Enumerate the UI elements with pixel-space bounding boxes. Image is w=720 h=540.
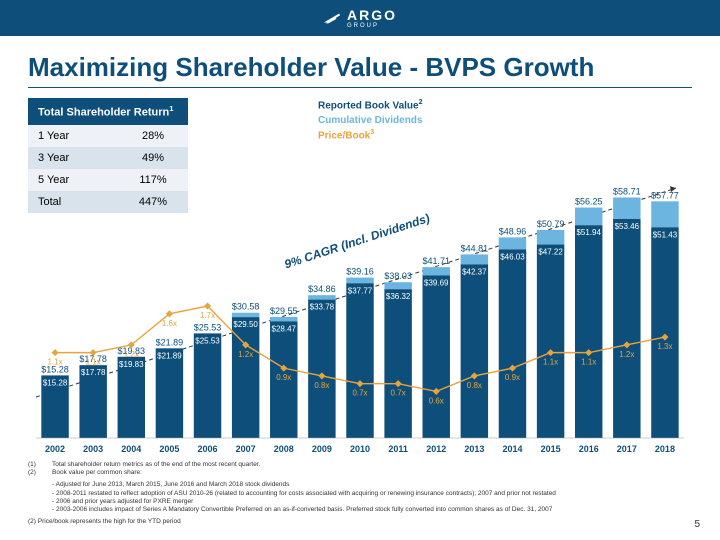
svg-text:1.1x: 1.1x <box>581 358 596 367</box>
brand-sub: GROUP <box>347 23 397 29</box>
svg-text:$39.69: $39.69 <box>424 278 449 287</box>
svg-text:$58.71: $58.71 <box>613 186 641 196</box>
svg-text:$41.71: $41.71 <box>422 256 450 266</box>
svg-text:2014: 2014 <box>502 444 522 454</box>
svg-text:2012: 2012 <box>426 444 446 454</box>
tsr-header: Total Shareholder Return1 <box>28 98 188 125</box>
wing-icon <box>323 11 341 25</box>
svg-text:1.2x: 1.2x <box>124 350 139 359</box>
svg-text:0.8x: 0.8x <box>314 381 329 390</box>
svg-text:2011: 2011 <box>388 444 408 454</box>
svg-text:$37.77: $37.77 <box>348 286 373 295</box>
svg-text:1.1x: 1.1x <box>543 358 558 367</box>
svg-text:$34.86: $34.86 <box>308 284 336 294</box>
svg-text:$56.25: $56.25 <box>575 197 603 207</box>
svg-text:$21.89: $21.89 <box>157 351 182 360</box>
svg-text:$29.50: $29.50 <box>233 320 258 329</box>
svg-text:2008: 2008 <box>274 444 294 454</box>
chart-legend: Reported Book Value2 Cumulative Dividend… <box>318 98 422 144</box>
svg-text:1.3x: 1.3x <box>657 342 672 351</box>
svg-text:1.1x: 1.1x <box>86 358 101 367</box>
svg-text:$57.77: $57.77 <box>651 190 679 200</box>
svg-text:$50.79: $50.79 <box>537 219 565 229</box>
svg-text:$44.81: $44.81 <box>461 243 489 253</box>
svg-text:2018: 2018 <box>655 444 675 454</box>
svg-text:0.7x: 0.7x <box>391 389 406 398</box>
svg-text:$33.78: $33.78 <box>310 303 335 312</box>
svg-text:$17.78: $17.78 <box>81 368 106 377</box>
svg-text:$21.89: $21.89 <box>156 337 184 347</box>
svg-text:$15.28: $15.28 <box>43 378 68 387</box>
bvps-chart: 9% CAGR (Incl. Dividends)$15.28$15.28200… <box>28 138 692 458</box>
svg-text:2005: 2005 <box>159 444 179 454</box>
chart-svg: 9% CAGR (Incl. Dividends)$15.28$15.28200… <box>28 138 692 458</box>
svg-text:$39.16: $39.16 <box>346 267 374 277</box>
svg-text:0.9x: 0.9x <box>505 373 520 382</box>
brand-header: ARGO GROUP <box>0 0 720 36</box>
svg-text:2010: 2010 <box>350 444 370 454</box>
logo: ARGO GROUP <box>323 8 397 29</box>
svg-text:1.2x: 1.2x <box>619 350 634 359</box>
svg-text:$28.47: $28.47 <box>272 324 297 333</box>
svg-text:2017: 2017 <box>617 444 637 454</box>
svg-text:$48.96: $48.96 <box>499 226 527 236</box>
svg-text:$51.43: $51.43 <box>653 230 678 239</box>
legend-book: Reported Book Value2 <box>318 98 422 113</box>
svg-text:0.9x: 0.9x <box>276 373 291 382</box>
svg-text:0.7x: 0.7x <box>352 389 367 398</box>
legend-dividends: Cumulative Dividends <box>318 113 422 128</box>
svg-text:$42.37: $42.37 <box>462 267 487 276</box>
svg-text:2015: 2015 <box>541 444 561 454</box>
svg-text:$29.55: $29.55 <box>270 306 298 316</box>
title-rule <box>28 87 692 88</box>
page-title: Maximizing Shareholder Value - BVPS Grow… <box>28 52 692 83</box>
svg-text:2003: 2003 <box>83 444 103 454</box>
svg-text:$25.53: $25.53 <box>195 336 220 345</box>
svg-text:9% CAGR (Incl. Dividends): 9% CAGR (Incl. Dividends) <box>283 211 432 271</box>
svg-text:$46.03: $46.03 <box>500 252 525 261</box>
svg-text:1.1x: 1.1x <box>47 358 62 367</box>
svg-text:$53.46: $53.46 <box>615 222 640 231</box>
svg-text:$30.58: $30.58 <box>232 302 260 312</box>
svg-text:2016: 2016 <box>579 444 599 454</box>
svg-text:0.8x: 0.8x <box>467 381 482 390</box>
svg-text:1.2x: 1.2x <box>238 350 253 359</box>
svg-text:$25.53: $25.53 <box>194 322 222 332</box>
svg-text:1.7x: 1.7x <box>200 311 215 320</box>
svg-text:2002: 2002 <box>45 444 65 454</box>
svg-text:$51.94: $51.94 <box>576 228 601 237</box>
svg-text:$36.32: $36.32 <box>386 292 411 301</box>
svg-text:2009: 2009 <box>312 444 332 454</box>
svg-text:1.6x: 1.6x <box>162 319 177 328</box>
svg-text:2006: 2006 <box>198 444 218 454</box>
svg-text:$47.22: $47.22 <box>538 248 563 257</box>
footnotes: (1)Total shareholder return metrics as o… <box>28 461 692 526</box>
svg-text:2007: 2007 <box>236 444 256 454</box>
svg-text:0.6x: 0.6x <box>429 396 444 405</box>
svg-text:$19.83: $19.83 <box>119 360 144 369</box>
page-number: 5 <box>694 519 700 530</box>
svg-text:2004: 2004 <box>121 444 141 454</box>
svg-text:$38.03: $38.03 <box>384 271 412 281</box>
brand-name: ARGO <box>347 8 397 22</box>
svg-text:2013: 2013 <box>464 444 484 454</box>
